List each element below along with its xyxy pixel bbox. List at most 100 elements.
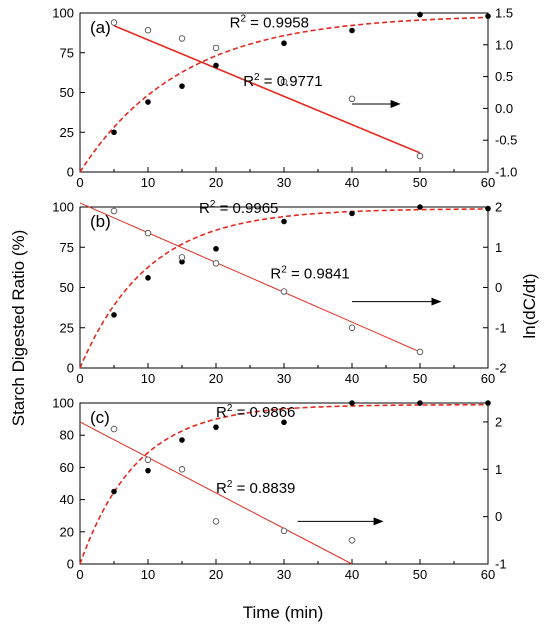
y-left-tick-label: 100: [52, 200, 74, 215]
panel-label: (a): [90, 18, 111, 37]
y-left-tick-label: 25: [60, 125, 74, 140]
y-right-tick-label: -0.5: [495, 133, 517, 148]
y-left-tick-label: 60: [60, 460, 74, 475]
r-squared-annotation: R2 = 0.9771: [243, 72, 322, 90]
r-squared-value: = 0.9841: [287, 266, 350, 283]
x-tick-label: 50: [413, 175, 427, 190]
r-squared-value: = 0.9965: [215, 200, 278, 217]
data-point-filled: [179, 258, 185, 265]
x-tick-label: 60: [481, 371, 495, 386]
x-tick-label: 0: [76, 567, 83, 582]
y-right-tick-label: 0: [495, 280, 502, 295]
data-point-filled: [485, 400, 491, 406]
r-squared-superscript: 2: [240, 14, 246, 25]
y-right-tick-label: -1.0: [495, 165, 517, 180]
r-squared-superscript: 2: [227, 403, 233, 414]
y-left-tick-label: 0: [67, 165, 74, 180]
r-squared-superscript: 2: [210, 199, 216, 210]
data-point-open: [110, 425, 118, 433]
fit-curve-dashed: [79, 403, 488, 565]
y-axis-left-title: Starch Digested Ratio (%): [9, 230, 28, 427]
data-point-open: [110, 19, 118, 26]
y-left-tick-label: 50: [60, 280, 74, 295]
y-right-tick-label: -1: [495, 557, 507, 572]
r-squared-symbol: R: [199, 200, 210, 217]
r-squared-annotation: R2 = 0.8839: [216, 479, 295, 497]
data-point-filled: [213, 246, 219, 252]
y-left-tick-label: 0: [67, 557, 74, 572]
x-tick-label: 60: [481, 175, 495, 190]
r-squared-symbol: R: [216, 404, 227, 421]
data-point-open: [348, 324, 356, 332]
r-squared-value: = 0.9771: [260, 73, 323, 90]
x-tick-label: 40: [345, 371, 359, 386]
x-tick-label: 10: [141, 371, 155, 386]
r-squared-superscript: 2: [254, 72, 260, 83]
data-point-filled: [145, 275, 151, 281]
y-right-tick-label: 1: [495, 462, 502, 477]
data-point-filled: [349, 400, 355, 406]
data-point-open: [144, 229, 152, 237]
x-tick-label: 50: [413, 371, 427, 386]
data-point-open: [212, 518, 220, 525]
x-tick-label: 30: [277, 371, 291, 386]
data-point-filled: [281, 419, 287, 426]
r-squared-value: = 0.8839: [232, 480, 295, 497]
data-point-filled: [213, 424, 219, 430]
data-point-open: [416, 348, 424, 356]
data-point-filled: [417, 11, 423, 18]
x-tick-label: 20: [209, 371, 223, 386]
x-tick-label: 30: [277, 175, 291, 190]
data-point-open: [144, 26, 152, 34]
data-point-filled: [111, 129, 117, 136]
r-squared-annotation: R2 = 0.9965: [199, 199, 278, 217]
data-point-open: [280, 527, 288, 535]
data-point-open: [178, 254, 186, 261]
data-point-filled: [281, 40, 287, 47]
y-right-tick-label: 2: [495, 414, 502, 429]
data-point-open: [178, 466, 186, 473]
y-left-tick-label: 25: [60, 320, 74, 335]
r-squared-symbol: R: [243, 73, 254, 90]
x-tick-label: 0: [76, 175, 83, 190]
r-squared-symbol: R: [216, 480, 227, 497]
r-squared-symbol: R: [230, 15, 241, 32]
x-tick-label: 10: [141, 175, 155, 190]
y-right-tick-label: -1: [495, 320, 507, 335]
fit-curve-dashed: [79, 16, 489, 173]
y-left-tick-label: 50: [60, 85, 74, 100]
data-point-filled: [145, 99, 151, 105]
data-point-open: [110, 207, 118, 215]
y-left-tick-label: 40: [60, 492, 74, 507]
fit-line-linear: [79, 202, 421, 353]
x-tick-label: 40: [345, 175, 359, 190]
data-point-filled: [349, 210, 355, 217]
y-left-tick-label: 75: [60, 240, 74, 255]
x-tick-label: 40: [345, 567, 359, 582]
x-tick-label: 60: [481, 567, 495, 582]
data-point-filled: [485, 13, 491, 19]
y-left-tick-label: 100: [52, 396, 74, 411]
y-right-tick-label: 2: [495, 200, 502, 215]
data-point-filled: [179, 437, 185, 443]
data-point-open: [212, 260, 220, 267]
data-point-open: [280, 288, 288, 295]
fit-line-linear: [79, 421, 353, 565]
data-point-open: [348, 95, 356, 103]
r-squared-symbol: R: [270, 266, 281, 283]
panel-label: (b): [90, 212, 111, 231]
data-point-filled: [417, 400, 423, 406]
data-point-open: [280, 78, 288, 85]
data-point-filled: [145, 467, 151, 474]
data-point-filled: [111, 488, 117, 495]
data-point-filled: [349, 27, 355, 34]
x-tick-label: 20: [209, 567, 223, 582]
y-left-tick-label: 80: [60, 428, 74, 443]
y-right-tick-label: -2: [495, 361, 507, 376]
y-left-tick-label: 75: [60, 45, 74, 60]
data-point-filled: [485, 205, 491, 212]
r-squared-annotation: R2 = 0.9841: [270, 265, 349, 283]
plot-frame: [79, 206, 489, 369]
